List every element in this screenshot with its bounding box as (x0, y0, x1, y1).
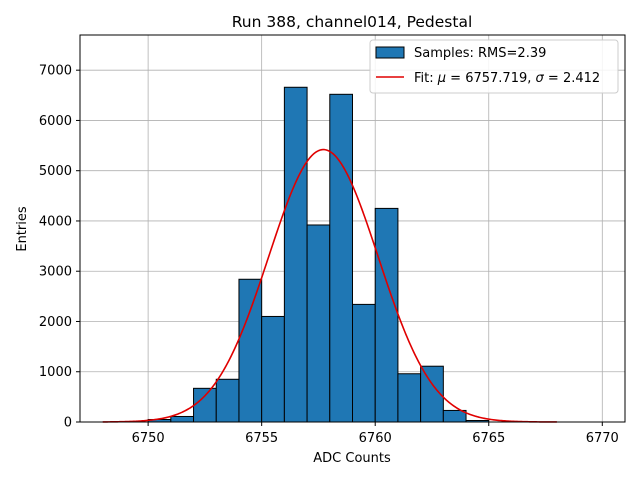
histogram-bar (397, 373, 422, 423)
histogram-bar (442, 409, 467, 423)
y-axis: 0 1000 2000 3000 4000 5000 6000 7000 (39, 64, 80, 431)
y-tick-label: 6000 (39, 114, 72, 129)
x-axis-label: ADC Counts (313, 451, 391, 466)
legend-histogram-label: Samples: RMS=2.39 (414, 46, 546, 61)
histogram-bar (329, 93, 353, 423)
fit-curve (102, 148, 557, 423)
y-tick-label: 0 (64, 416, 72, 431)
legend: Samples: RMS=2.39 Fit: μ = 6757.719, σ =… (369, 39, 619, 94)
histogram-bar (193, 387, 217, 423)
histogram-bar (261, 315, 285, 423)
plot-frame (79, 34, 626, 423)
legend-box (369, 39, 619, 94)
x-tick-label: 6765 (472, 431, 505, 446)
y-tick-label: 3000 (39, 265, 72, 280)
histogram-bar (283, 86, 308, 423)
histogram-bar (374, 207, 399, 423)
histogram-bars (147, 86, 490, 423)
histogram-bar (352, 303, 376, 423)
x-tick-label: 6770 (586, 431, 619, 446)
histogram-bar (238, 278, 263, 423)
legend-fit-label: Fit: μ = 6757.719, σ = 2.412 (414, 71, 600, 86)
x-tick-label: 6760 (359, 431, 392, 446)
x-tick-label: 6755 (245, 431, 278, 446)
chart-title: Run 388, channel014, Pedestal (232, 13, 473, 31)
y-tick-label: 2000 (39, 315, 72, 330)
y-axis-label: Entries (15, 206, 30, 252)
legend-histogram-swatch (375, 46, 405, 59)
y-tick-label: 1000 (39, 365, 72, 380)
x-axis: 6750 6755 6760 6765 6770 (132, 422, 619, 446)
histogram-bar (215, 378, 240, 423)
histogram-bar (170, 415, 195, 423)
x-tick-label: 6750 (132, 431, 165, 446)
histogram-bar (306, 224, 331, 423)
y-tick-label: 7000 (39, 64, 72, 79)
y-tick-label: 4000 (39, 214, 72, 229)
y-tick-label: 5000 (39, 164, 72, 179)
